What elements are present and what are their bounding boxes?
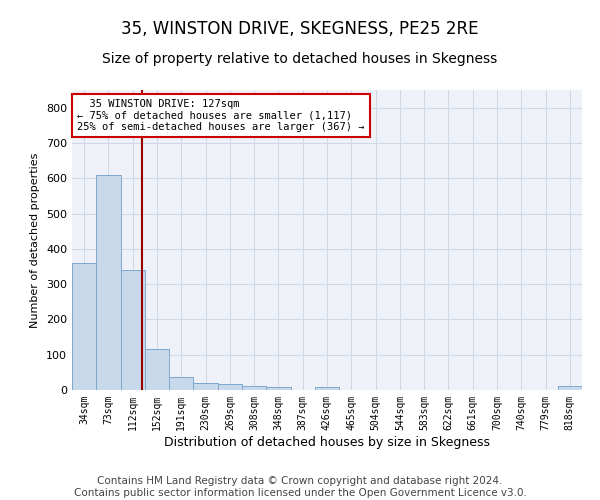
Text: 35, WINSTON DRIVE, SKEGNESS, PE25 2RE: 35, WINSTON DRIVE, SKEGNESS, PE25 2RE bbox=[121, 20, 479, 38]
Bar bbox=[242, 386, 266, 390]
Bar bbox=[193, 383, 218, 390]
Bar bbox=[266, 387, 290, 390]
Bar bbox=[315, 387, 339, 390]
Y-axis label: Number of detached properties: Number of detached properties bbox=[31, 152, 40, 328]
Bar bbox=[169, 377, 193, 390]
Bar bbox=[218, 384, 242, 390]
Text: Contains HM Land Registry data © Crown copyright and database right 2024.
Contai: Contains HM Land Registry data © Crown c… bbox=[74, 476, 526, 498]
Bar bbox=[96, 174, 121, 390]
X-axis label: Distribution of detached houses by size in Skegness: Distribution of detached houses by size … bbox=[164, 436, 490, 448]
Bar bbox=[145, 350, 169, 390]
Bar bbox=[558, 386, 582, 390]
Bar bbox=[72, 263, 96, 390]
Text: 35 WINSTON DRIVE: 127sqm
← 75% of detached houses are smaller (1,117)
25% of sem: 35 WINSTON DRIVE: 127sqm ← 75% of detach… bbox=[77, 99, 365, 132]
Text: Size of property relative to detached houses in Skegness: Size of property relative to detached ho… bbox=[103, 52, 497, 66]
Bar bbox=[121, 270, 145, 390]
